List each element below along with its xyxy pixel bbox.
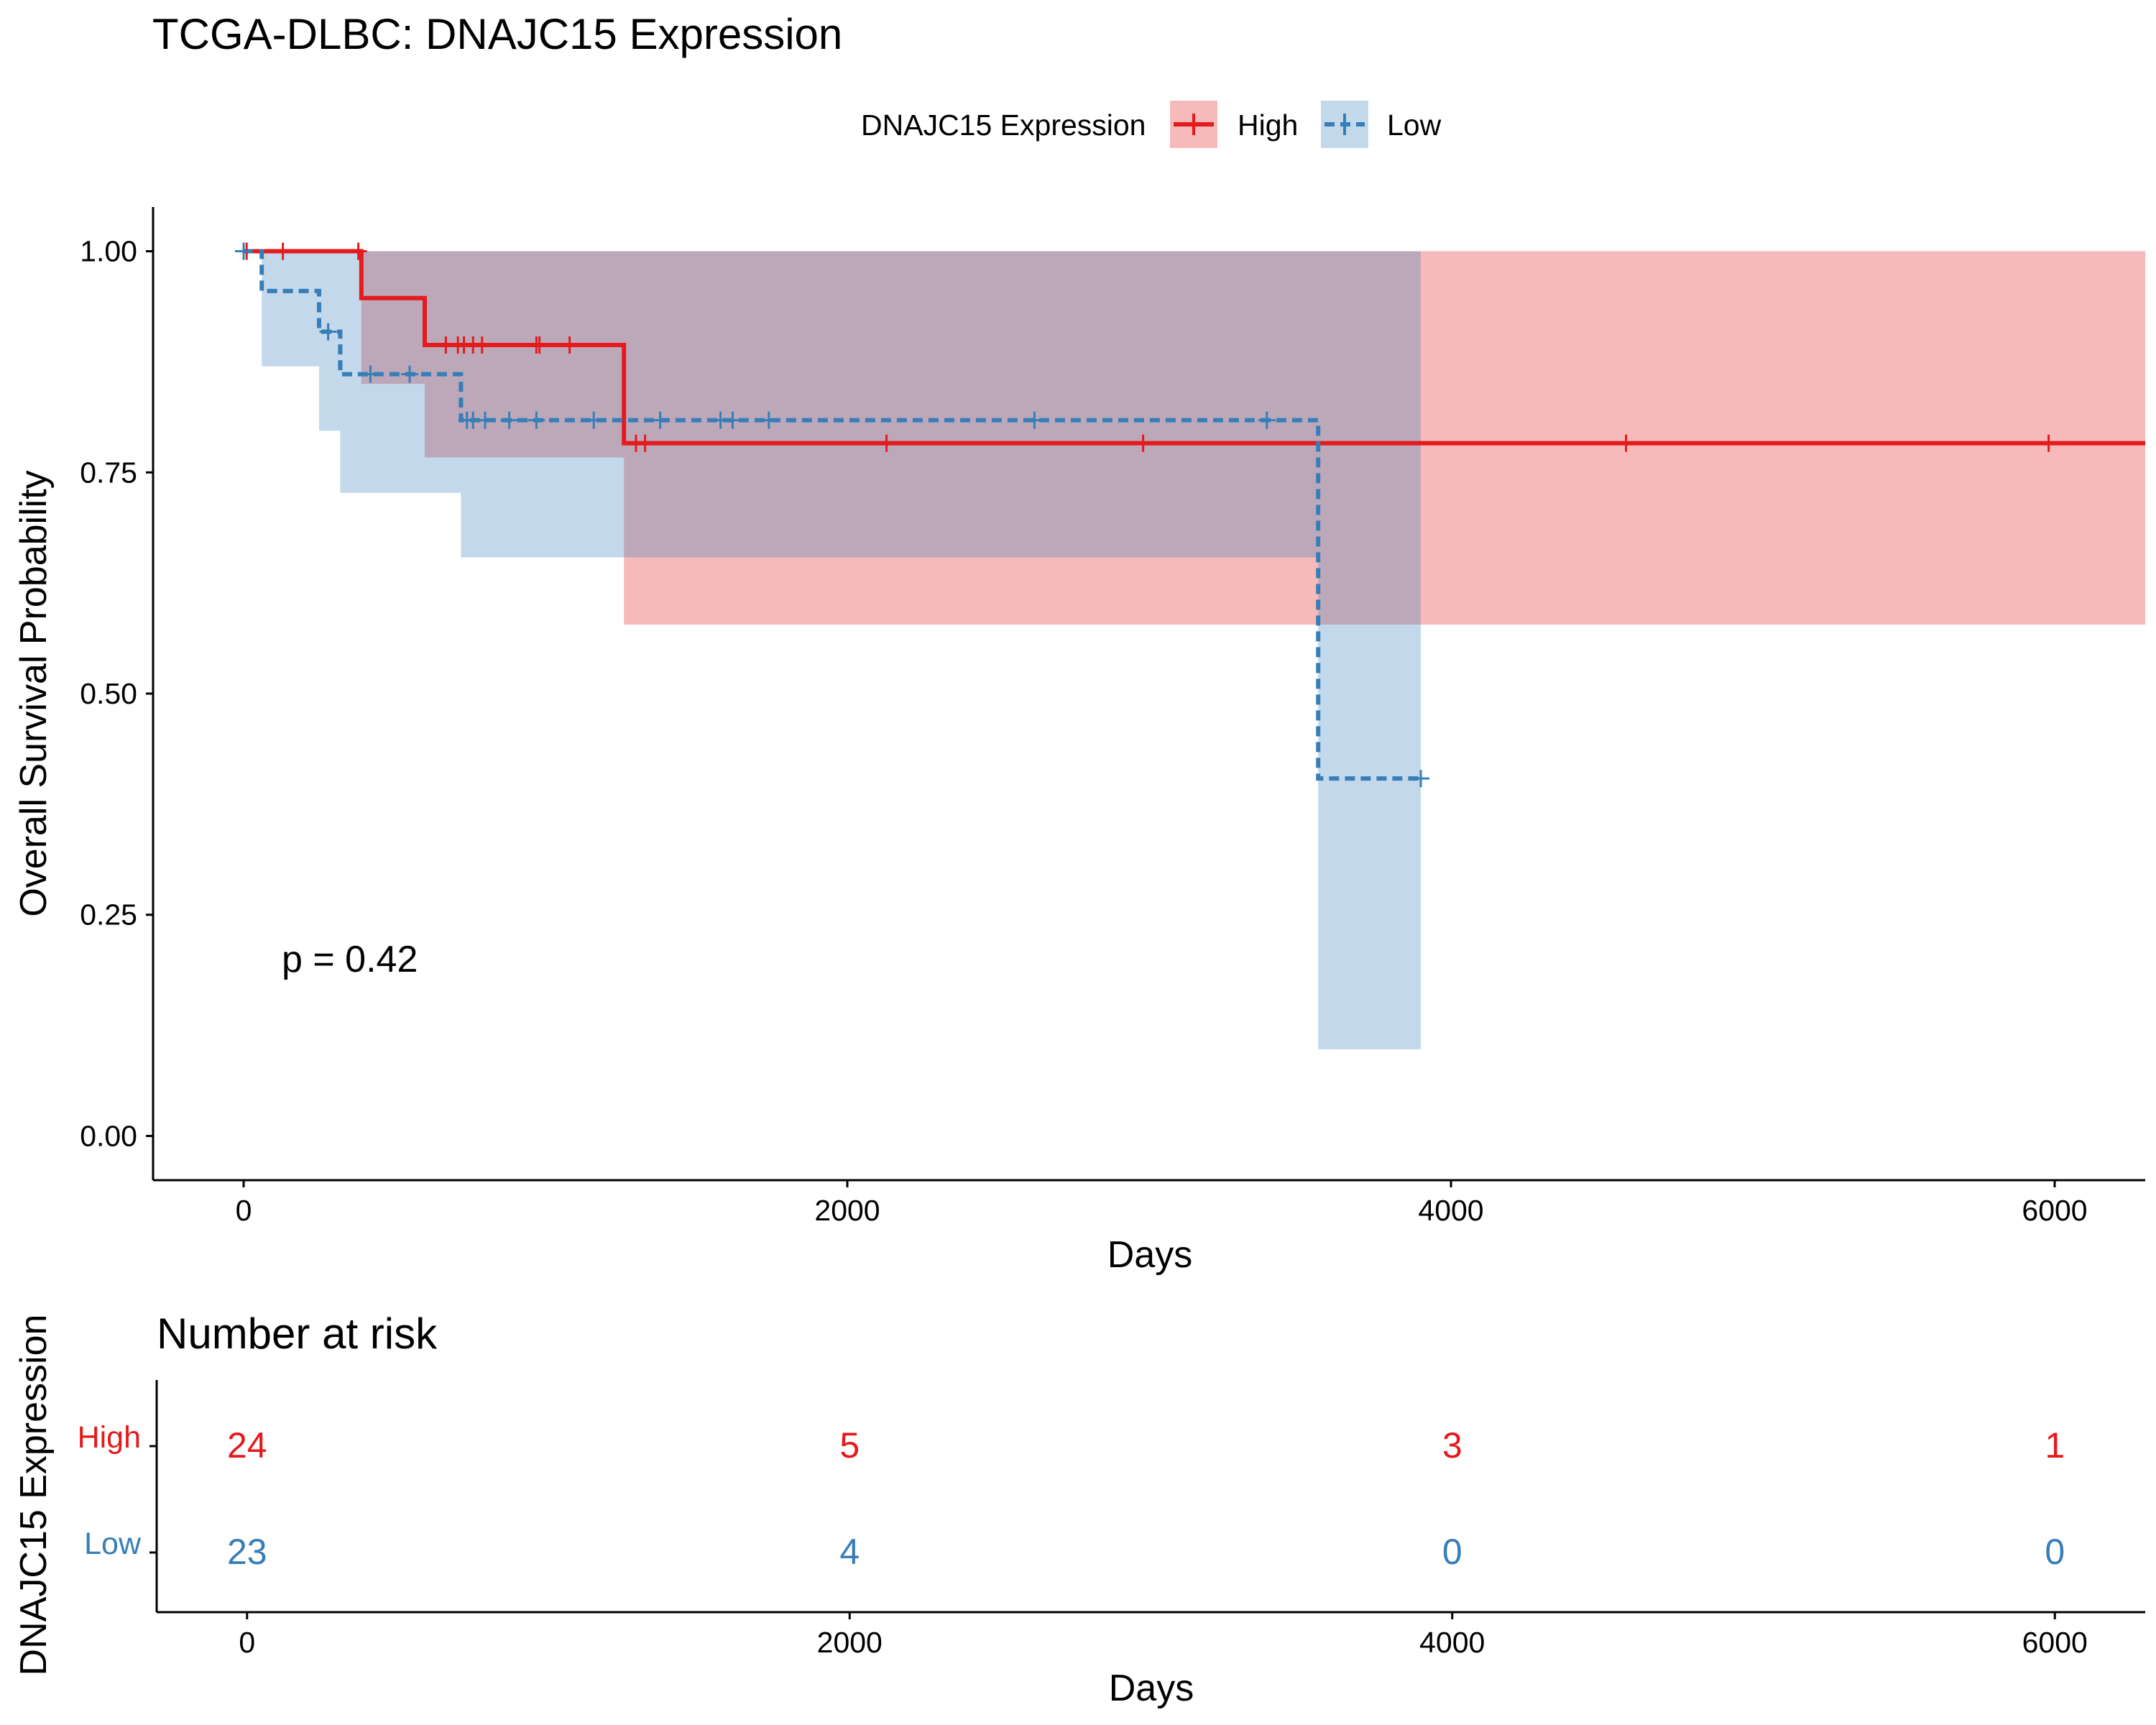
risk-row-label-low: Low [84,1527,142,1561]
y-axis-label: Overall Survival Probability [13,470,55,916]
y-tick-label: 0.50 [80,677,137,710]
y-axis-ticks: 0.00 0.25 0.50 0.75 1.00 [80,235,153,1152]
y-tick-label: 0.00 [80,1119,137,1152]
risk-count-low: 23 [227,1532,267,1572]
risk-x-axis-label: Days [1109,1668,1194,1709]
ci-band-low [244,251,1421,1049]
risk-count-low: 0 [1442,1532,1462,1572]
survival-curve-low [244,249,1421,781]
risk-x-tick-label: 2000 [817,1626,883,1659]
y-tick-label: 1.00 [80,235,137,268]
censor-mark-high [1617,434,1635,452]
p-value-label: p = 0.42 [282,939,418,980]
risk-x-tick-label: 6000 [2022,1626,2088,1659]
censor-mark-high [636,434,654,452]
censor-mark-low [476,411,494,429]
survival-plot: 0.00 0.25 0.50 0.75 1.00 0 2000 4000 6000 p = 0… [13,207,2145,1276]
censor-marks [235,242,2058,788]
censor-mark-high [561,336,579,354]
x-tick-label: 6000 [2022,1194,2087,1227]
censor-mark-low [1258,411,1276,429]
censor-mark-low [500,411,518,429]
confidence-bands [244,251,2145,1049]
risk-count-high: 5 [839,1425,860,1466]
ci-band-high [244,251,2145,625]
risk-row-label-high: High [78,1420,141,1455]
censor-mark-low [651,411,669,429]
censor-mark-low [724,411,742,429]
chart-title: TCGA-DLBC: DNAJC15 Expression [152,10,842,58]
x-tick-label: 2000 [814,1194,880,1227]
y-tick-label: 0.75 [80,456,137,489]
censor-mark-high [1134,434,1152,452]
risk-count-high: 3 [1442,1425,1462,1466]
survival-curves [244,249,2145,781]
legend-title: DNAJC15 Expression [861,109,1146,142]
risk-x-tick-label: 4000 [1419,1626,1485,1659]
censor-mark-low [1412,770,1429,788]
risk-count-low: 0 [2045,1532,2065,1572]
x-tick-label: 4000 [1418,1194,1483,1227]
censor-mark-low [401,365,418,383]
legend-label-low: Low [1387,109,1442,142]
censor-mark-low [760,411,778,429]
survival-curve-high [244,249,2145,446]
risk-table-title: Number at risk [157,1310,438,1358]
censor-mark-low [528,411,545,429]
censor-mark-high [473,336,491,354]
censor-mark-low [361,365,379,383]
risk-count-high: 1 [2045,1425,2065,1466]
censor-mark-high [877,434,895,452]
risk-count-low: 4 [839,1532,860,1572]
x-axis-ticks: 0 2000 4000 6000 [236,1180,2088,1227]
risk-count-high: 24 [227,1425,267,1466]
risk-y-axis-label: DNAJC15 Expression [13,1315,55,1676]
censor-mark-high [274,242,292,260]
censor-mark-low [235,242,252,260]
censor-mark-low [319,323,337,341]
x-axis-label: Days [1107,1234,1192,1276]
censor-mark-low [585,411,603,429]
legend-label-high: High [1238,109,1298,142]
y-tick-label: 0.25 [80,898,137,932]
censor-mark-high [349,242,367,260]
censor-mark-high [530,336,548,354]
legend: DNAJC15 Expression High Low [861,101,1442,148]
censor-mark-low [1026,411,1044,429]
censor-mark-high [2040,434,2058,452]
x-tick-label: 0 [236,1194,252,1227]
risk-x-tick-label: 0 [239,1626,255,1659]
